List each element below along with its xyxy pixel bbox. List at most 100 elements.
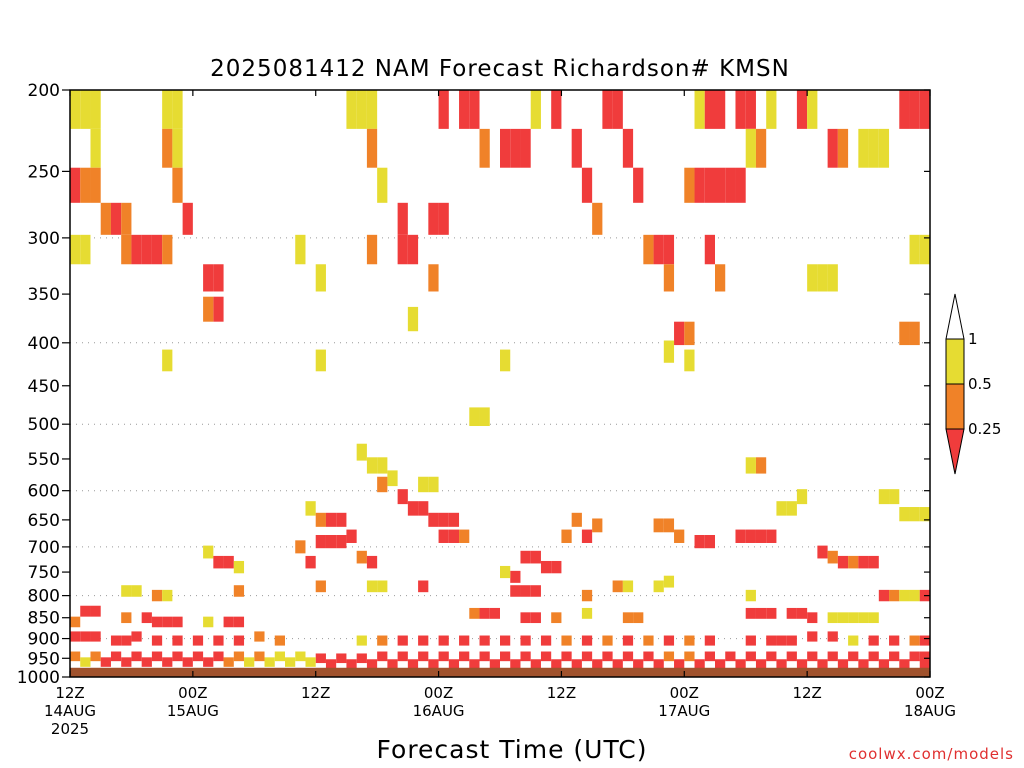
heatmap-cell: [121, 635, 132, 646]
heatmap-cell: [90, 631, 101, 642]
heatmap-cell: [172, 635, 183, 646]
heatmap-cell: [489, 607, 500, 619]
heatmap-cell: [397, 635, 408, 646]
heatmap-cell: [172, 90, 183, 129]
heatmap-cell: [70, 651, 81, 662]
heatmap-cell: [438, 512, 449, 527]
heatmap-cell: [530, 659, 541, 669]
heatmap-cell: [418, 635, 429, 646]
legend-label: 0.25: [968, 420, 1001, 438]
heatmap-cell: [336, 653, 347, 664]
heatmap-cell: [90, 651, 101, 662]
heatmap-cell: [622, 128, 634, 168]
heatmap-cell: [622, 580, 634, 593]
heatmap-cell: [315, 534, 326, 549]
heatmap-cell: [356, 653, 367, 664]
y-tick-label: 600: [28, 482, 60, 502]
heatmap-cell: [868, 635, 879, 646]
heatmap-cell: [807, 612, 818, 624]
heatmap-cell: [397, 202, 408, 235]
heatmap-cell: [715, 167, 726, 203]
x-tick-label: 00Z: [424, 684, 453, 702]
x-tick-label: 15AUG: [167, 702, 219, 720]
heatmap-cell: [684, 349, 695, 372]
heatmap-cell: [581, 589, 593, 602]
heatmap-cell: [694, 167, 705, 203]
heatmap-cell: [459, 635, 470, 646]
heatmap-cell: [674, 321, 685, 346]
heatmap-cell: [571, 128, 582, 168]
heatmap-cell: [346, 90, 357, 129]
heatmap-cell: [356, 635, 367, 646]
x-tick-label: 00Z: [670, 684, 699, 702]
heatmap-cell: [428, 264, 439, 292]
heatmap-cell: [315, 512, 326, 527]
heatmap-cell: [530, 585, 541, 597]
heatmap-cell: [203, 657, 214, 667]
heatmap-cell: [581, 529, 593, 543]
heatmap-cell: [377, 457, 388, 474]
heatmap-cell: [162, 589, 173, 602]
heatmap-cell: [704, 90, 715, 129]
heatmap-cell: [428, 202, 439, 235]
heatmap-cell: [346, 659, 357, 669]
heatmap-cell: [858, 612, 869, 624]
heatmap-cell: [100, 657, 111, 667]
heatmap-cell: [704, 234, 715, 265]
x-tick-label: 12Z: [547, 684, 576, 702]
heatmap-cell: [110, 202, 122, 235]
heatmap-cell: [315, 264, 326, 292]
heatmap-cell: [827, 550, 838, 564]
heatmap-cell: [397, 489, 408, 505]
y-tick-label: 850: [28, 609, 60, 629]
heatmap-cell: [418, 501, 429, 516]
heatmap-cell: [213, 651, 224, 662]
heatmap-cell: [162, 90, 173, 129]
heatmap-cell: [540, 651, 552, 662]
heatmap-cell: [520, 128, 531, 168]
ground-band: [70, 667, 930, 678]
heatmap-cell: [684, 635, 695, 646]
heatmap-cell: [233, 651, 245, 662]
heatmap-cell: [264, 657, 275, 667]
x-tick-label: 16AUG: [413, 702, 465, 720]
heatmap-cell: [479, 651, 490, 662]
heatmap-cell: [377, 476, 388, 493]
heatmap-cell: [827, 128, 838, 168]
heatmap-cell: [715, 264, 726, 292]
heatmap-cell: [479, 635, 490, 646]
heatmap-cell: [90, 90, 101, 129]
x-tick-label: 12Z: [792, 684, 821, 702]
heatmap-cell: [203, 616, 214, 628]
heatmap-cell: [295, 234, 306, 265]
heatmap-cell: [837, 612, 849, 624]
heatmap-cell: [766, 651, 777, 662]
heatmap-cell: [459, 90, 470, 129]
y-tick-label: 350: [28, 285, 60, 305]
heatmap-cell: [469, 659, 480, 669]
heatmap-cell: [80, 90, 91, 129]
heatmap-cell: [223, 555, 234, 569]
y-tick-label: 450: [28, 377, 60, 397]
heatmap-cell: [397, 651, 408, 662]
heatmap-cell: [203, 545, 214, 559]
heatmap-cell: [70, 167, 81, 203]
y-tick-label: 250: [28, 162, 60, 182]
heatmap-cell: [305, 555, 316, 569]
heatmap-cell: [684, 321, 695, 346]
heatmap-cell: [807, 90, 818, 129]
heatmap-cell: [448, 512, 460, 527]
y-tick-label: 950: [28, 649, 60, 669]
heatmap-cell: [121, 234, 132, 265]
heatmap-cell: [377, 167, 388, 203]
heatmap-cell: [755, 607, 767, 619]
heatmap-cell: [500, 635, 511, 646]
y-tick-label: 300: [28, 229, 60, 249]
heatmap-cell: [755, 659, 767, 669]
legend-swatch-below-0.25: [945, 428, 965, 475]
plot-frame: [69, 89, 931, 678]
heatmap-cell: [182, 202, 193, 235]
heatmap-cell: [305, 501, 316, 516]
heatmap-cell: [786, 607, 797, 619]
